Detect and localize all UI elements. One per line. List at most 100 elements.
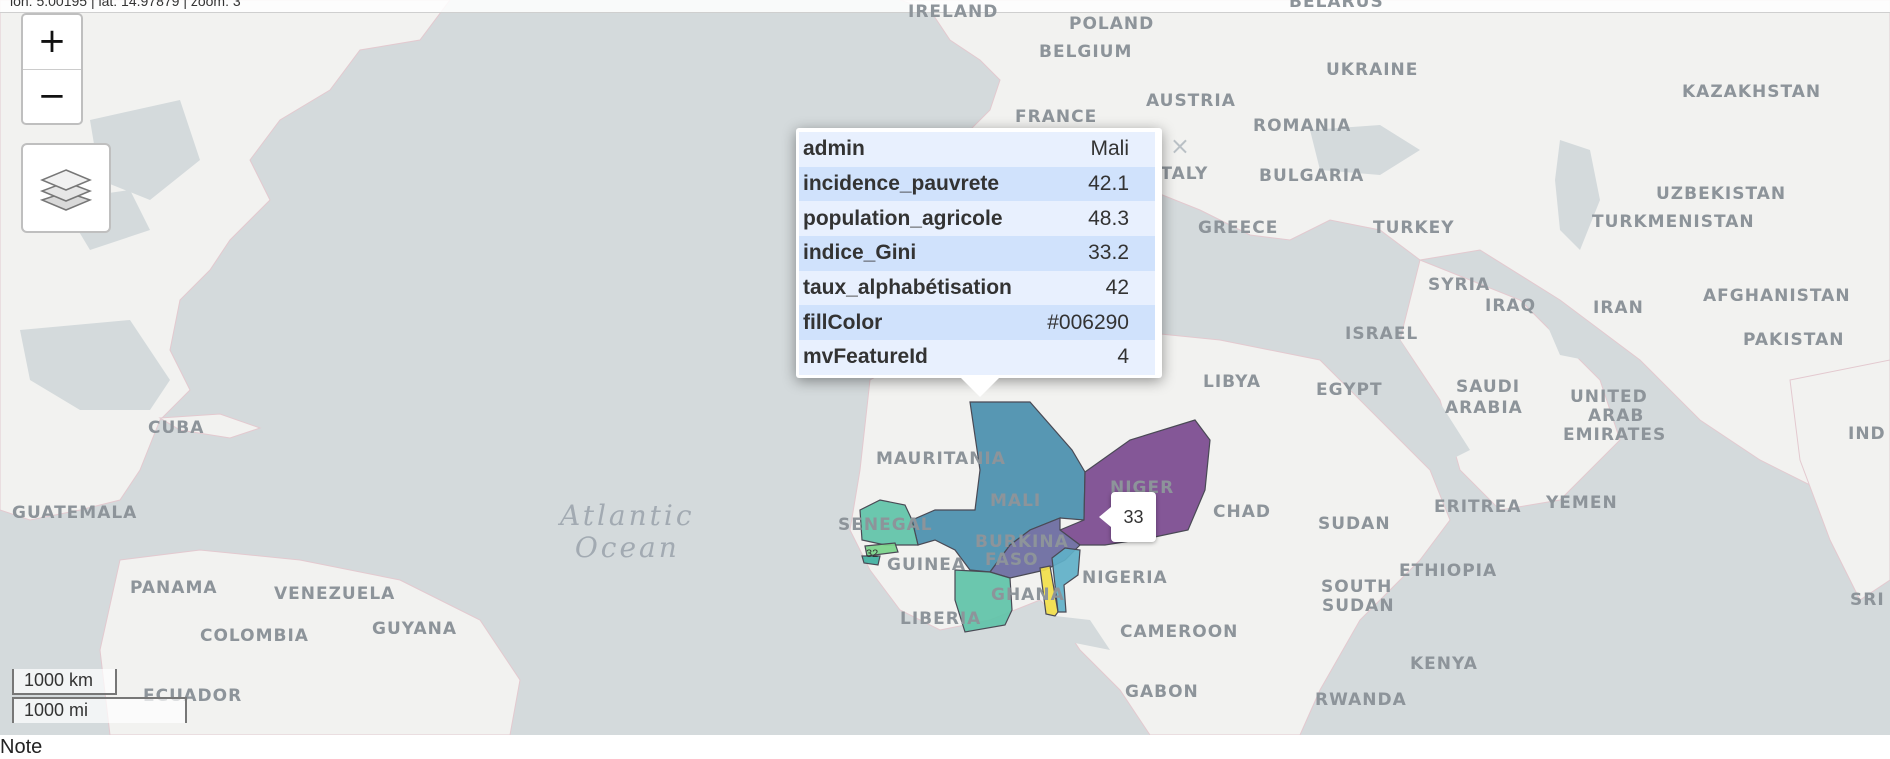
black-sea <box>1310 125 1420 175</box>
country-label: ISRAEL <box>1345 324 1419 344</box>
country-label: ARAB <box>1588 406 1645 426</box>
popup-row: mvFeatureId 4 <box>799 340 1155 375</box>
popup-row-value: 4 <box>1033 340 1155 375</box>
popup-row: admin Mali <box>799 132 1155 167</box>
popup-row-value: 33.2 <box>1033 236 1155 271</box>
coords-text: lon: 5.00195 | lat: 14.97879 | zoom: 3 <box>10 0 241 9</box>
red-sea <box>1380 330 1470 460</box>
country-label: SAUDI <box>1456 377 1521 397</box>
country-label: GABON <box>1125 682 1199 702</box>
gulf-of-guinea <box>1020 612 1110 650</box>
popup-row-key: admin <box>799 132 1034 167</box>
country-label: PAKISTAN <box>1743 330 1845 350</box>
ocean-label-line: Ocean <box>574 531 680 564</box>
layers-button[interactable] <box>21 143 111 233</box>
country-label: GHANA <box>991 585 1065 605</box>
ghana-shape <box>954 569 1013 633</box>
country-label: KAZAKHSTAN <box>1682 82 1822 102</box>
country-label: MAURITANIA <box>876 449 1006 469</box>
popup-row-key: incidence_pauvrete <box>799 166 1034 202</box>
country-label: AFGHANISTAN <box>1703 286 1851 306</box>
country-label: UKRAINE <box>1326 60 1419 80</box>
country-label: EMIRATES <box>1563 425 1667 445</box>
country-label: SENEGAL <box>838 515 933 535</box>
ocean-label: Atlantic Ocean <box>560 500 695 564</box>
popup-row-value: 42.1 <box>1033 166 1155 202</box>
zoom-in-button[interactable]: + <box>23 15 81 70</box>
country-label: COLOMBIA <box>200 626 309 646</box>
country-label: VENEZUELA <box>274 584 396 604</box>
country-label: GUATEMALA <box>12 503 138 523</box>
country-label: IRELAND <box>908 2 999 22</box>
guinea-bissau-shape <box>861 555 881 566</box>
country-label: CHAD <box>1213 502 1271 522</box>
map-container[interactable]: lon: 5.00195 | lat: 14.97879 | zoom: 3 I… <box>0 0 1890 735</box>
india-land <box>1789 359 1890 601</box>
benin-shape <box>1051 547 1081 613</box>
country-label: GREECE <box>1198 218 1279 238</box>
senegal-shape <box>859 499 919 546</box>
country-label: FASO <box>985 550 1039 570</box>
popup-row: taux_alphabétisation 42 <box>799 270 1155 306</box>
scale-bar-km: 1000 km <box>12 669 117 695</box>
country-label: TURKMENISTAN <box>1592 212 1755 232</box>
popup-row-key: mvFeatureId <box>799 340 1034 375</box>
country-label: YEMEN <box>1546 493 1618 513</box>
ocean-label-line: Atlantic <box>560 499 695 532</box>
country-label: BURKINA <box>975 532 1069 552</box>
country-label: GUYANA <box>372 619 457 639</box>
popup-table: admin Mali incidence_pauvrete 42.1 populatio… <box>799 132 1155 375</box>
country-label: IRAQ <box>1485 296 1537 316</box>
country-label: CAMEROON <box>1120 622 1239 642</box>
country-label: SYRIA <box>1428 275 1491 295</box>
gulf-of-mexico <box>20 320 170 410</box>
country-label: IND <box>1848 424 1886 444</box>
country-label: SRI L <box>1850 590 1890 610</box>
popup-row-key: fillColor <box>799 305 1034 341</box>
country-label: AUSTRIA <box>1146 91 1236 111</box>
country-label: UNITED <box>1570 387 1648 407</box>
persian-gulf <box>1545 320 1610 365</box>
popup-row-key: population_agricole <box>799 201 1034 237</box>
country-label: ROMANIA <box>1253 116 1352 136</box>
value-tooltip: 33 <box>1099 492 1156 542</box>
popup-close-icon[interactable]: × <box>1169 132 1190 160</box>
popup-row-key: indice_Gini <box>799 236 1034 271</box>
small-map-label: 32 <box>866 548 879 560</box>
popup-tip <box>960 377 1000 397</box>
popup-row: incidence_pauvrete 42.1 <box>799 166 1155 202</box>
gambia-shape <box>864 542 899 557</box>
popup-row-value: 48.3 <box>1033 201 1155 237</box>
country-label: POLAND <box>1069 14 1155 34</box>
scale-bar-mi: 1000 mi <box>12 697 187 723</box>
popup-row-value: 42 <box>1033 270 1155 306</box>
country-label: BELGIUM <box>1039 42 1133 62</box>
country-label: GUINEA <box>887 555 967 575</box>
layers-icon <box>39 169 93 211</box>
country-label: LIBYA <box>1203 372 1262 392</box>
coords-bar: lon: 5.00195 | lat: 14.97879 | zoom: 3 <box>0 0 1890 13</box>
country-label: BELARUS <box>1289 0 1384 12</box>
country-label: ETHIOPIA <box>1399 561 1498 581</box>
hudson-bay <box>90 100 200 200</box>
country-label: ITALY <box>1153 164 1209 184</box>
country-label: ERITREA <box>1434 497 1522 517</box>
country-label: RWANDA <box>1315 690 1407 710</box>
footer-text: Note <box>0 736 43 758</box>
niger-shape <box>1058 419 1211 546</box>
zoom-out-button[interactable]: − <box>37 76 67 116</box>
country-label: CUBA <box>148 418 205 438</box>
feature-popup: admin Mali incidence_pauvrete 42.1 populatio… <box>796 128 1190 397</box>
country-label: TURKEY <box>1373 218 1455 238</box>
country-label: SUDAN <box>1322 596 1395 616</box>
country-label: KENYA <box>1410 654 1478 674</box>
country-label: NIGERIA <box>1082 568 1168 588</box>
country-label: SUDAN <box>1318 514 1391 534</box>
country-label: FRANCE <box>1015 107 1098 127</box>
country-label: MALI <box>990 491 1042 511</box>
caspian-sea <box>1555 140 1600 250</box>
popup-row-value: Mali <box>1033 132 1155 167</box>
country-label: EGYPT <box>1316 380 1383 400</box>
cuba-land <box>158 413 262 439</box>
popup-row-key: taux_alphabétisation <box>799 270 1034 306</box>
